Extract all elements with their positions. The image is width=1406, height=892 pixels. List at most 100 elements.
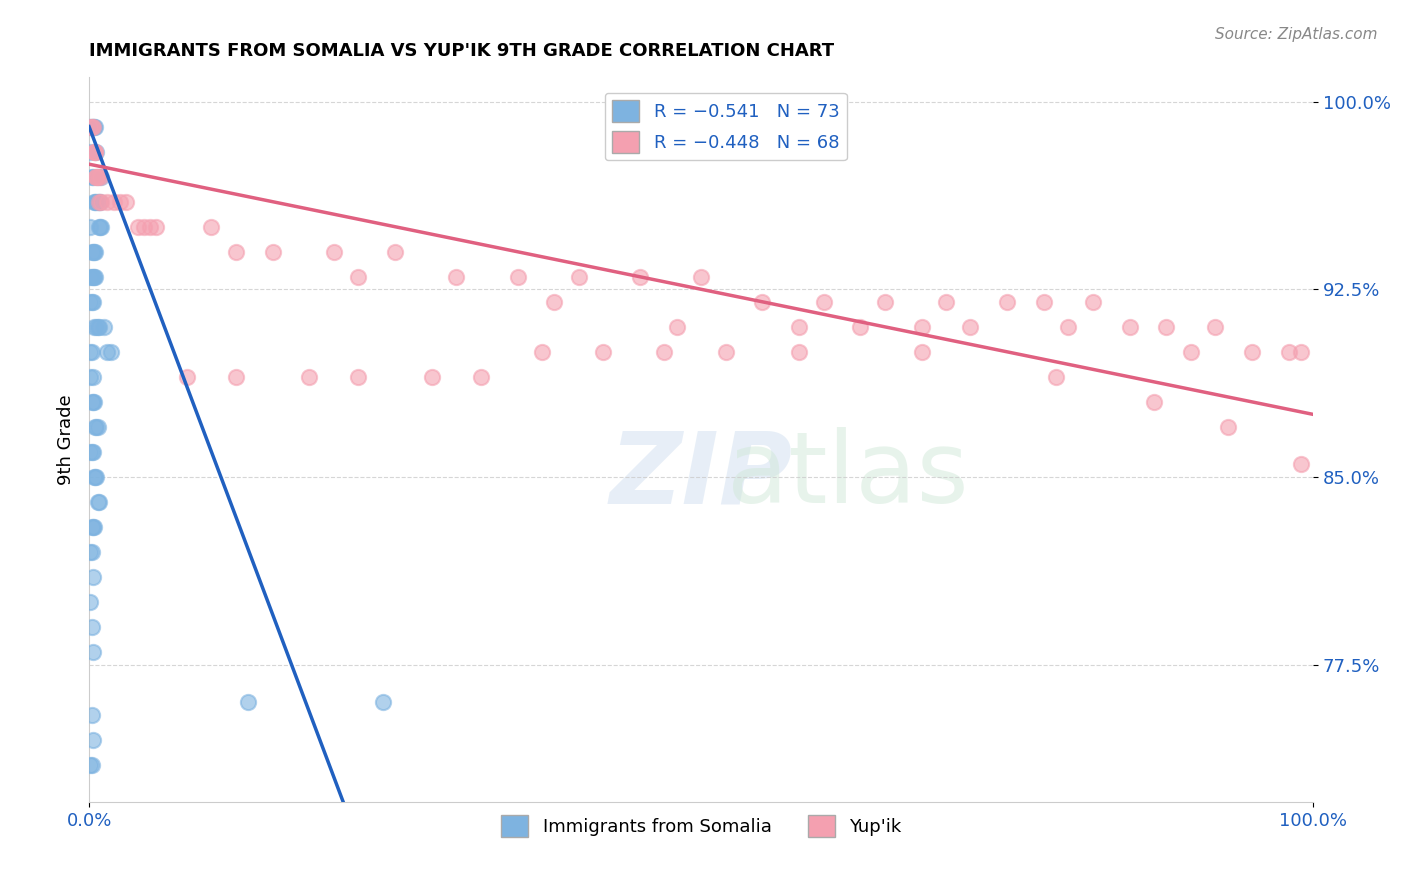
- Point: [84, 145, 107, 159]
- Point: [82, 169, 104, 184]
- Point: [83, 120, 105, 134]
- Point: [873, 294, 896, 309]
- Point: [82, 269, 104, 284]
- Point: [80, 395, 103, 409]
- Point: [84, 420, 107, 434]
- Point: [134, 219, 156, 234]
- Point: [86, 420, 108, 434]
- Point: [86, 194, 108, 209]
- Point: [86, 495, 108, 509]
- Point: [82, 294, 104, 309]
- Point: [935, 294, 957, 309]
- Point: [531, 344, 554, 359]
- Point: [90, 169, 112, 184]
- Point: [80, 169, 103, 184]
- Point: [200, 219, 222, 234]
- Point: [80, 757, 103, 772]
- Point: [80, 707, 103, 722]
- Point: [82, 244, 104, 259]
- Point: [1289, 458, 1312, 472]
- Point: [910, 319, 932, 334]
- Point: [86, 319, 108, 334]
- Point: [665, 319, 688, 334]
- Point: [322, 244, 344, 259]
- Point: [83, 244, 105, 259]
- Point: [628, 269, 651, 284]
- Point: [176, 370, 198, 384]
- Text: IMMIGRANTS FROM SOMALIA VS YUP'IK 9TH GRADE CORRELATION CHART: IMMIGRANTS FROM SOMALIA VS YUP'IK 9TH GR…: [89, 42, 834, 60]
- Point: [79, 545, 101, 559]
- Point: [83, 269, 105, 284]
- Point: [384, 244, 406, 259]
- Point: [1156, 319, 1178, 334]
- Point: [80, 520, 103, 534]
- Point: [145, 219, 167, 234]
- Point: [1278, 344, 1301, 359]
- Point: [1216, 420, 1239, 434]
- Point: [89, 194, 111, 209]
- Point: [90, 219, 112, 234]
- Point: [1081, 294, 1104, 309]
- Point: [910, 344, 932, 359]
- Point: [787, 319, 810, 334]
- Point: [262, 244, 284, 259]
- Point: [82, 395, 104, 409]
- Text: atlas: atlas: [727, 427, 969, 524]
- Point: [1143, 395, 1166, 409]
- Point: [82, 370, 104, 384]
- Point: [470, 370, 492, 384]
- Point: [82, 120, 104, 134]
- Point: [87, 194, 110, 209]
- Point: [568, 269, 591, 284]
- Point: [86, 420, 108, 434]
- Point: [80, 294, 103, 309]
- Point: [84, 194, 107, 209]
- Point: [86, 169, 108, 184]
- Point: [506, 269, 529, 284]
- Point: [87, 219, 110, 234]
- Point: [1204, 319, 1226, 334]
- Y-axis label: 9th Grade: 9th Grade: [58, 394, 75, 484]
- Point: [79, 120, 101, 134]
- Point: [1045, 370, 1067, 384]
- Point: [96, 344, 118, 359]
- Point: [238, 695, 260, 709]
- Point: [80, 269, 103, 284]
- Point: [83, 520, 105, 534]
- Point: [84, 269, 107, 284]
- Point: [1180, 344, 1202, 359]
- Point: [79, 269, 101, 284]
- Point: [446, 269, 468, 284]
- Point: [83, 145, 105, 159]
- Point: [79, 370, 101, 384]
- Point: [347, 370, 370, 384]
- Point: [79, 595, 101, 609]
- Point: [86, 169, 108, 184]
- Point: [93, 319, 115, 334]
- Point: [79, 219, 101, 234]
- Point: [347, 269, 370, 284]
- Point: [225, 244, 247, 259]
- Point: [82, 520, 104, 534]
- Point: [127, 219, 149, 234]
- Point: [100, 344, 122, 359]
- Point: [751, 294, 773, 309]
- Point: [654, 344, 676, 359]
- Point: [813, 294, 835, 309]
- Point: [89, 169, 111, 184]
- Point: [84, 120, 107, 134]
- Legend: Immigrants from Somalia, Yup'ik: Immigrants from Somalia, Yup'ik: [494, 807, 908, 844]
- Point: [86, 194, 108, 209]
- Point: [82, 120, 104, 134]
- Point: [82, 645, 104, 659]
- Point: [1241, 344, 1264, 359]
- Point: [84, 244, 107, 259]
- Point: [103, 194, 125, 209]
- Point: [90, 194, 112, 209]
- Point: [80, 545, 103, 559]
- Point: [79, 294, 101, 309]
- Point: [371, 695, 394, 709]
- Point: [86, 145, 108, 159]
- Point: [86, 169, 108, 184]
- Point: [1032, 294, 1054, 309]
